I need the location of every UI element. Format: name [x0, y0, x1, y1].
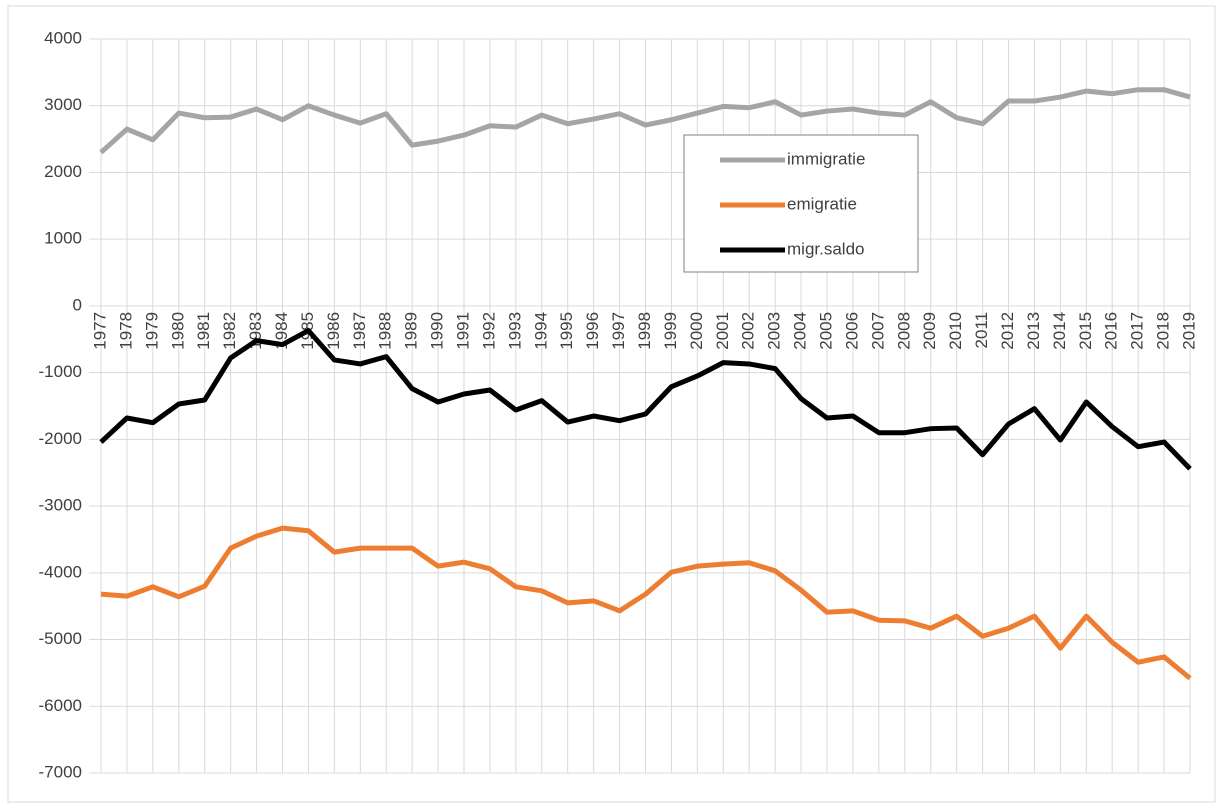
- x-tick-label: 1986: [324, 312, 343, 350]
- x-tick-label: 2014: [1050, 312, 1069, 350]
- x-tick-label: 2003: [765, 312, 784, 350]
- y-tick-label: 3000: [44, 95, 82, 114]
- x-tick-label: 1998: [635, 312, 654, 350]
- x-tick-label: 1980: [168, 312, 187, 350]
- x-tick-label: 1990: [428, 312, 447, 350]
- y-tick-label: -5000: [39, 629, 82, 648]
- x-tick-label: 2018: [1154, 312, 1173, 350]
- y-tick-label: -1000: [39, 362, 82, 381]
- x-tick-label: 2006: [842, 312, 861, 350]
- y-tick-label: 2000: [44, 162, 82, 181]
- x-tick-label: 1991: [453, 312, 472, 350]
- line-series: [99, 87, 1191, 155]
- x-tick-label: 2009: [920, 312, 939, 350]
- legend-label: migr.saldo: [787, 239, 864, 258]
- y-tick-label: -3000: [39, 496, 82, 515]
- chart-frame: [7, 5, 1216, 803]
- x-tick-label: 1993: [505, 312, 524, 350]
- x-tick-label: 1979: [142, 312, 161, 350]
- x-tick-label: 1987: [350, 312, 369, 350]
- x-tick-label: 1988: [376, 312, 395, 350]
- x-tick-label: 2013: [1024, 312, 1043, 350]
- x-tick-label: 2005: [816, 312, 835, 350]
- x-tick-label: 2011: [972, 312, 991, 349]
- legend: immigratie emigratie migr.saldo: [683, 134, 919, 273]
- legend-label: emigratie: [787, 194, 857, 213]
- x-tick-label: 1996: [583, 312, 602, 350]
- y-tick-label: 0: [73, 295, 82, 314]
- x-tick-label: 1982: [220, 312, 239, 350]
- y-tick-label: -7000: [39, 762, 82, 781]
- x-tick-label: 1995: [557, 312, 576, 350]
- x-tick-label: 1981: [194, 312, 213, 350]
- x-tick-label: 2019: [1179, 312, 1198, 350]
- x-tick-label: 2016: [1102, 312, 1121, 350]
- x-tick-label: 2000: [687, 312, 706, 350]
- x-tick-label: 2008: [894, 312, 913, 350]
- y-tick-label: -6000: [39, 696, 82, 715]
- x-tick-label: 2015: [1076, 312, 1095, 350]
- x-tick-label: 2002: [739, 312, 758, 350]
- y-tick-label: -2000: [39, 429, 82, 448]
- x-tick-label: 1994: [531, 312, 550, 350]
- y-tick-label: 4000: [44, 28, 82, 47]
- legend-label: immigratie: [787, 149, 865, 168]
- x-tick-label: 2001: [713, 312, 732, 350]
- line-series: [100, 525, 1192, 681]
- x-tick-label: 2007: [868, 312, 887, 350]
- x-tick-label: 2012: [998, 312, 1017, 350]
- x-tick-label: 1977: [90, 312, 109, 350]
- y-tick-label: 1000: [44, 229, 82, 248]
- x-tick-label: 1999: [661, 312, 680, 350]
- x-tick-label: 2017: [1128, 312, 1147, 350]
- x-tick-label: 1989: [402, 312, 421, 350]
- x-tick-label: 2004: [791, 312, 810, 350]
- x-tick-label: 1978: [116, 312, 135, 350]
- y-tick-label: -4000: [39, 562, 82, 581]
- x-tick-label: 1997: [609, 312, 628, 350]
- x-tick-label: 1992: [479, 312, 498, 350]
- x-tick-label: 2010: [946, 312, 965, 350]
- line-series: [99, 328, 1192, 471]
